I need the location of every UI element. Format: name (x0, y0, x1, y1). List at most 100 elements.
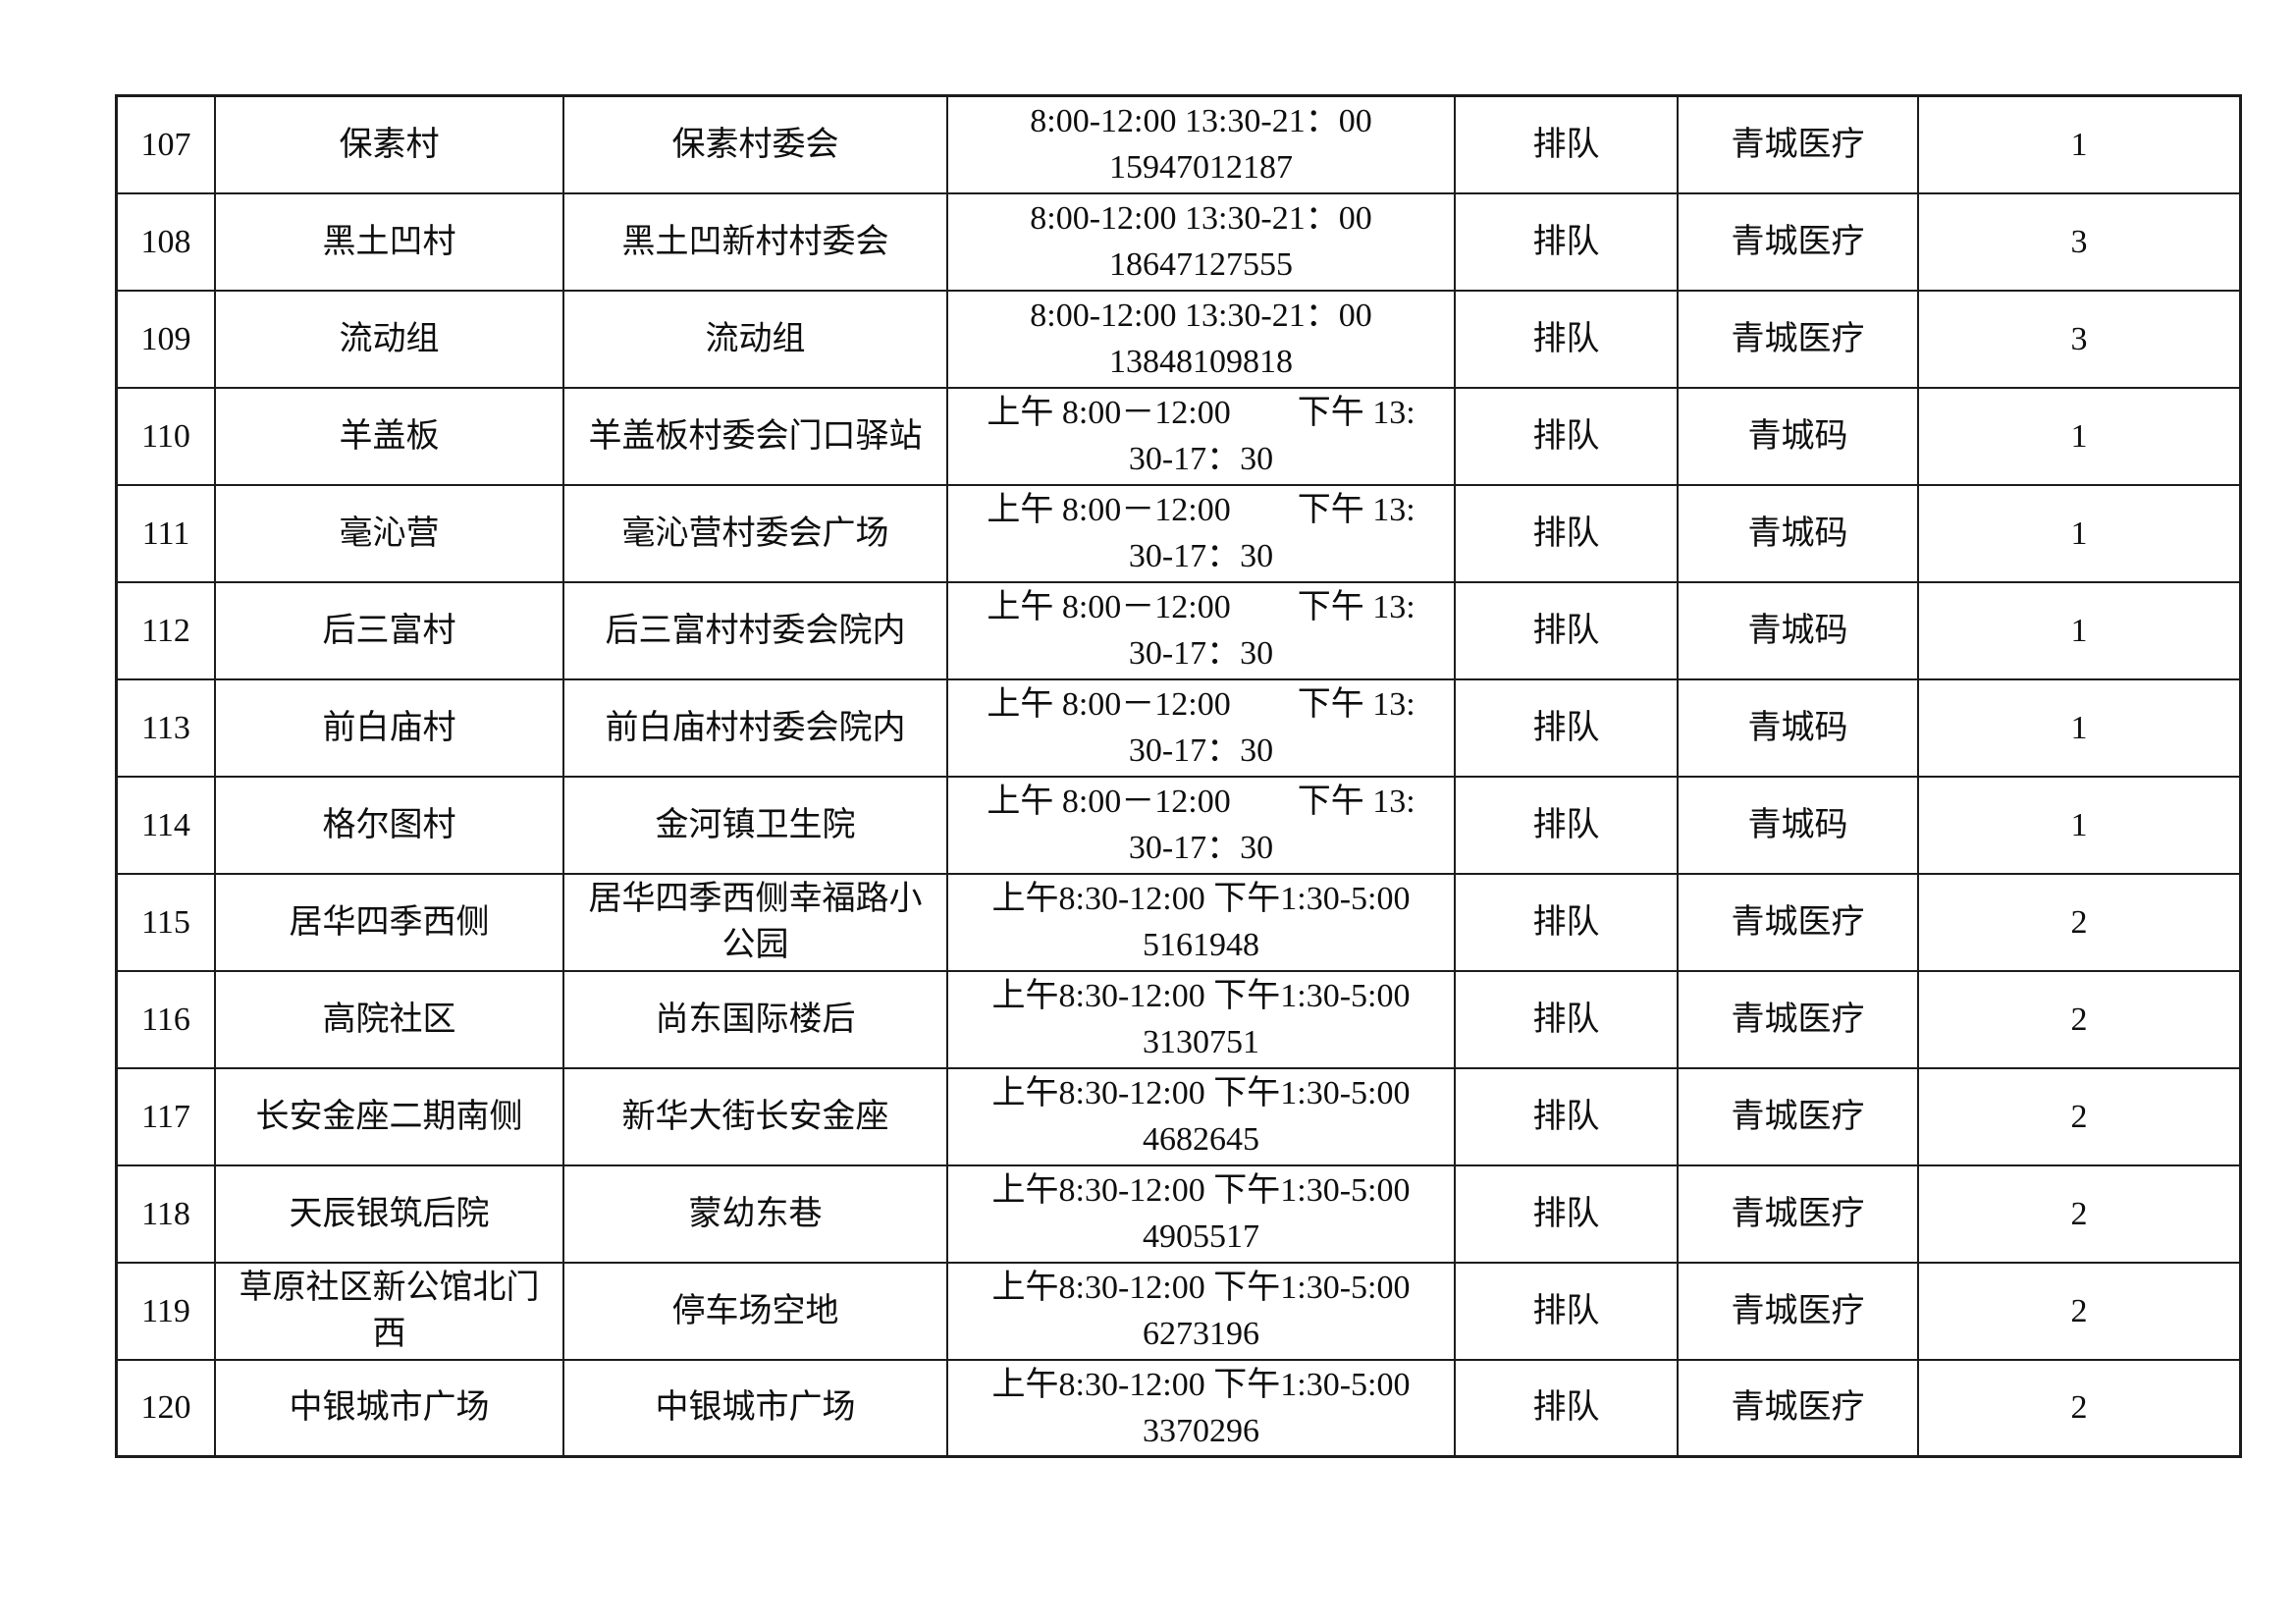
queue-method: 排队 (1454, 1358, 1679, 1458)
queue-method: 排队 (1454, 94, 1679, 194)
site-schedule-phone: 上午 8:00－12:00 下午 13: 30-17：30 (946, 386, 1456, 486)
site-name: 后三富村 (214, 580, 564, 680)
count-value: 1 (1917, 94, 2242, 194)
table-row: 109 流动组 流动组 8:00-12:00 13:30-21：00 13848… (115, 289, 2242, 389)
table-row: 120 中银城市广场 中银城市广场 上午8:30-12:00 下午1:30-5:… (115, 1358, 2242, 1458)
site-address: 金河镇卫生院 (562, 775, 948, 875)
site-address: 黑土凹新村村委会 (562, 191, 948, 292)
site-address: 新华大街长安金座 (562, 1066, 948, 1166)
site-address: 停车场空地 (562, 1261, 948, 1361)
table-body: 107 保素村 保素村委会 8:00-12:00 13:30-21：00 159… (115, 94, 2242, 1458)
count-value: 1 (1917, 677, 2242, 778)
site-address: 前白庙村村委会院内 (562, 677, 948, 778)
site-number: 109 (115, 289, 216, 389)
site-schedule-phone: 上午8:30-12:00 下午1:30-5:00 3370296 (946, 1358, 1456, 1458)
site-name: 黑土凹村 (214, 191, 564, 292)
table-row: 114 格尔图村 金河镇卫生院 上午 8:00－12:00 下午 13: 30-… (115, 775, 2242, 875)
site-name: 高院社区 (214, 969, 564, 1069)
site-name: 格尔图村 (214, 775, 564, 875)
site-number: 120 (115, 1358, 216, 1458)
count-value: 2 (1917, 969, 2242, 1069)
platform-name: 青城码 (1677, 775, 1919, 875)
count-value: 2 (1917, 872, 2242, 972)
site-name: 前白庙村 (214, 677, 564, 778)
queue-method: 排队 (1454, 386, 1679, 486)
site-number: 119 (115, 1261, 216, 1361)
count-value: 1 (1917, 386, 2242, 486)
table-row: 111 毫沁营 毫沁营村委会广场 上午 8:00－12:00 下午 13: 30… (115, 483, 2242, 583)
platform-name: 青城码 (1677, 580, 1919, 680)
platform-name: 青城医疗 (1677, 1164, 1919, 1264)
site-number: 112 (115, 580, 216, 680)
site-schedule-phone: 8:00-12:00 13:30-21：00 18647127555 (946, 191, 1456, 292)
site-address: 后三富村村委会院内 (562, 580, 948, 680)
site-schedule-phone: 上午 8:00－12:00 下午 13: 30-17：30 (946, 580, 1456, 680)
platform-name: 青城医疗 (1677, 1261, 1919, 1361)
platform-name: 青城码 (1677, 483, 1919, 583)
site-number: 111 (115, 483, 216, 583)
site-schedule-phone: 上午8:30-12:00 下午1:30-5:00 5161948 (946, 872, 1456, 972)
queue-method: 排队 (1454, 289, 1679, 389)
table-row: 112 后三富村 后三富村村委会院内 上午 8:00－12:00 下午 13: … (115, 580, 2242, 680)
site-number: 117 (115, 1066, 216, 1166)
site-schedule-phone: 上午 8:00－12:00 下午 13: 30-17：30 (946, 677, 1456, 778)
platform-name: 青城医疗 (1677, 94, 1919, 194)
table-row: 113 前白庙村 前白庙村村委会院内 上午 8:00－12:00 下午 13: … (115, 677, 2242, 778)
table-row: 110 羊盖板 羊盖板村委会门口驿站 上午 8:00－12:00 下午 13: … (115, 386, 2242, 486)
site-address: 羊盖板村委会门口驿站 (562, 386, 948, 486)
site-name: 草原社区新公馆北门 西 (214, 1261, 564, 1361)
queue-method: 排队 (1454, 191, 1679, 292)
site-schedule-phone: 上午8:30-12:00 下午1:30-5:00 4905517 (946, 1164, 1456, 1264)
site-number: 114 (115, 775, 216, 875)
platform-name: 青城医疗 (1677, 1066, 1919, 1166)
site-address: 流动组 (562, 289, 948, 389)
platform-name: 青城码 (1677, 677, 1919, 778)
site-schedule-phone: 上午8:30-12:00 下午1:30-5:00 4682645 (946, 1066, 1456, 1166)
count-value: 3 (1917, 191, 2242, 292)
queue-method: 排队 (1454, 483, 1679, 583)
count-value: 1 (1917, 580, 2242, 680)
platform-name: 青城医疗 (1677, 872, 1919, 972)
site-address: 中银城市广场 (562, 1358, 948, 1458)
site-number: 118 (115, 1164, 216, 1264)
site-name: 长安金座二期南侧 (214, 1066, 564, 1166)
site-address: 保素村委会 (562, 94, 948, 194)
queue-method: 排队 (1454, 1066, 1679, 1166)
count-value: 2 (1917, 1066, 2242, 1166)
table-row: 118 天辰银筑后院 蒙幼东巷 上午8:30-12:00 下午1:30-5:00… (115, 1164, 2242, 1264)
site-name: 天辰银筑后院 (214, 1164, 564, 1264)
count-value: 2 (1917, 1164, 2242, 1264)
queue-method: 排队 (1454, 872, 1679, 972)
site-number: 116 (115, 969, 216, 1069)
queue-method: 排队 (1454, 1261, 1679, 1361)
queue-method: 排队 (1454, 677, 1679, 778)
site-address: 尚东国际楼后 (562, 969, 948, 1069)
site-name: 毫沁营 (214, 483, 564, 583)
site-schedule-phone: 上午8:30-12:00 下午1:30-5:00 6273196 (946, 1261, 1456, 1361)
site-schedule-phone: 8:00-12:00 13:30-21：00 15947012187 (946, 94, 1456, 194)
testing-sites-table: 107 保素村 保素村委会 8:00-12:00 13:30-21：00 159… (115, 94, 2242, 1458)
queue-method: 排队 (1454, 580, 1679, 680)
table-row: 117 长安金座二期南侧 新华大街长安金座 上午8:30-12:00 下午1:3… (115, 1066, 2242, 1166)
site-name: 居华四季西侧 (214, 872, 564, 972)
site-number: 107 (115, 94, 216, 194)
count-value: 1 (1917, 483, 2242, 583)
site-number: 108 (115, 191, 216, 292)
table-row: 115 居华四季西侧 居华四季西侧幸福路小 公园 上午8:30-12:00 下午… (115, 872, 2242, 972)
platform-name: 青城医疗 (1677, 1358, 1919, 1458)
site-address: 蒙幼东巷 (562, 1164, 948, 1264)
site-address: 居华四季西侧幸福路小 公园 (562, 872, 948, 972)
count-value: 1 (1917, 775, 2242, 875)
queue-method: 排队 (1454, 969, 1679, 1069)
site-number: 113 (115, 677, 216, 778)
site-schedule-phone: 上午 8:00－12:00 下午 13: 30-17：30 (946, 483, 1456, 583)
site-schedule-phone: 上午8:30-12:00 下午1:30-5:00 3130751 (946, 969, 1456, 1069)
site-address: 毫沁营村委会广场 (562, 483, 948, 583)
count-value: 2 (1917, 1261, 2242, 1361)
platform-name: 青城医疗 (1677, 289, 1919, 389)
platform-name: 青城医疗 (1677, 191, 1919, 292)
site-number: 110 (115, 386, 216, 486)
queue-method: 排队 (1454, 1164, 1679, 1264)
site-schedule-phone: 上午 8:00－12:00 下午 13: 30-17：30 (946, 775, 1456, 875)
